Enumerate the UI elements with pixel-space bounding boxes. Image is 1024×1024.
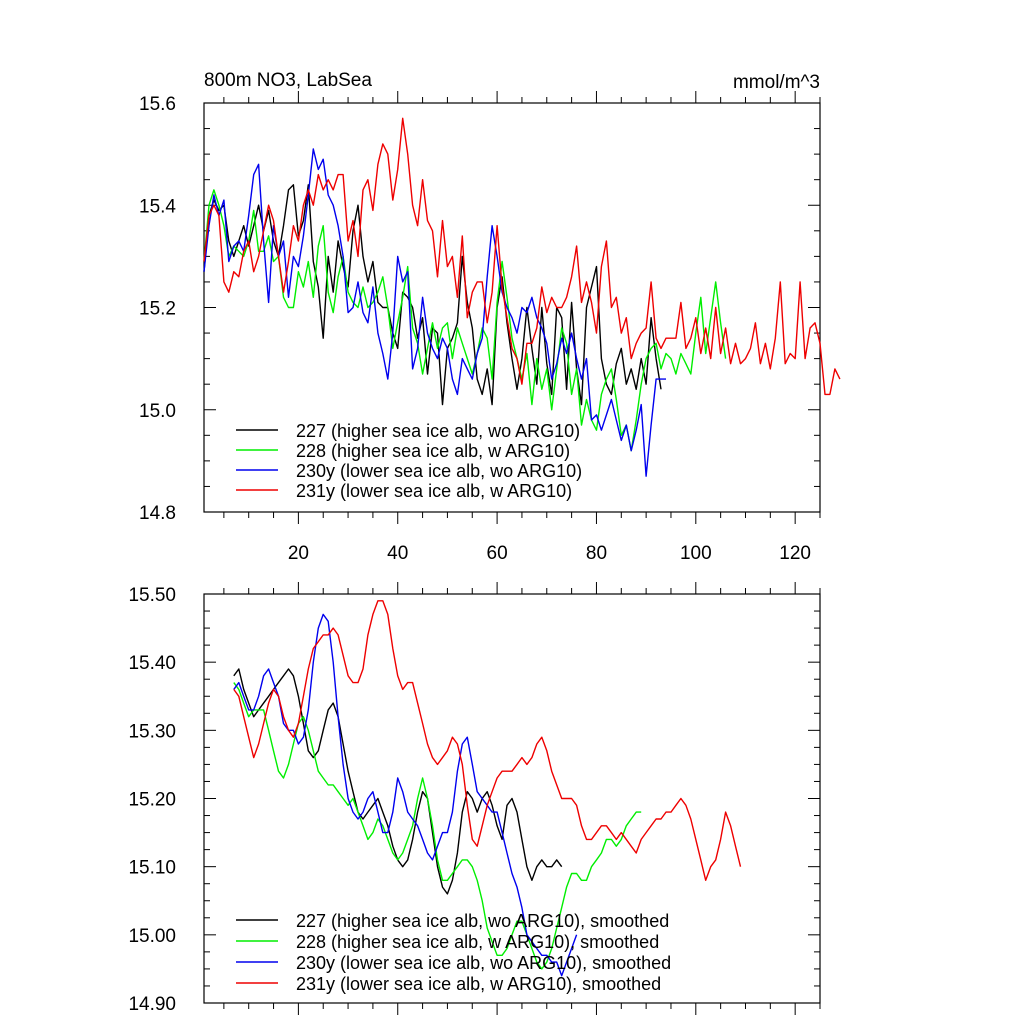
bottom-plot-series xyxy=(233,600,742,977)
bottom-ytick-label: 15.50 xyxy=(128,585,176,606)
bottom-ytick-label: 15.00 xyxy=(128,926,176,947)
top-ytick-label: 15.4 xyxy=(139,196,176,217)
top-plot-legend: 227 (higher sea ice alb, wo ARG10)228 (h… xyxy=(236,421,582,501)
top-plot-ticks: 14.8 15.0 15.2 15.4 15.6 20 40 60 80 100 120 xyxy=(139,91,821,564)
bottom-legend-label-2: 230y (lower sea ice alb, wo ARG10), smoo… xyxy=(296,953,671,973)
top-plot-units: mmol/m^3 xyxy=(733,72,820,93)
top-plot: 800m NO3, LabSea mmol/m^3 14.8 15.0 15.2 15… xyxy=(139,70,841,564)
bottom-plot: 14.90 15.00 15.10 15.20 15.30 15.40 15.50 227 … xyxy=(128,582,821,1015)
top-xtick-label: 100 xyxy=(680,543,712,564)
bottom-legend-label-3: 231y (lower sea ice alb, w ARG10), smoot… xyxy=(296,974,661,994)
top-legend-label-0: 227 (higher sea ice alb, wo ARG10) xyxy=(296,421,580,441)
bottom-series-line-2 xyxy=(233,613,578,977)
top-series-line-3 xyxy=(203,117,841,396)
top-legend-label-2: 230y (lower sea ice alb, wo ARG10) xyxy=(296,461,582,481)
bottom-ytick-label: 15.40 xyxy=(128,653,176,674)
top-legend-label-1: 228 (higher sea ice alb, w ARG10) xyxy=(296,441,570,461)
top-xtick-label: 80 xyxy=(586,543,607,564)
bottom-legend-label-1: 228 (higher sea ice alb, w ARG10), smoot… xyxy=(296,932,659,952)
top-xtick-label: 40 xyxy=(387,543,408,564)
bottom-ytick-label: 15.10 xyxy=(128,858,176,879)
top-series-line-2 xyxy=(203,148,666,477)
top-plot-series xyxy=(203,117,841,477)
bottom-ytick-label: 14.90 xyxy=(128,994,176,1015)
bottom-series-line-3 xyxy=(233,600,742,881)
bottom-ytick-label: 15.20 xyxy=(128,790,176,811)
top-ytick-label: 14.8 xyxy=(139,503,176,524)
top-xtick-label: 120 xyxy=(779,543,811,564)
bottom-legend-label-0: 227 (higher sea ice alb, wo ARG10), smoo… xyxy=(296,911,669,931)
top-legend-label-3: 231y (lower sea ice alb, w ARG10) xyxy=(296,481,572,501)
top-plot-title: 800m NO3, LabSea xyxy=(204,70,372,91)
top-series-line-0 xyxy=(203,184,662,406)
top-xtick-label: 60 xyxy=(487,543,508,564)
top-series-line-1 xyxy=(203,189,727,452)
bottom-series-line-1 xyxy=(233,682,642,970)
top-xtick-label: 20 xyxy=(288,543,309,564)
top-ytick-label: 15.6 xyxy=(139,94,176,115)
bottom-plot-ticks: 14.90 15.00 15.10 15.20 15.30 15.40 15.50 xyxy=(128,582,821,1015)
top-ytick-label: 15.2 xyxy=(139,299,176,320)
bottom-ytick-label: 15.30 xyxy=(128,721,176,742)
bottom-plot-legend: 227 (higher sea ice alb, wo ARG10), smoo… xyxy=(236,911,671,994)
top-ytick-label: 15.0 xyxy=(139,401,176,422)
